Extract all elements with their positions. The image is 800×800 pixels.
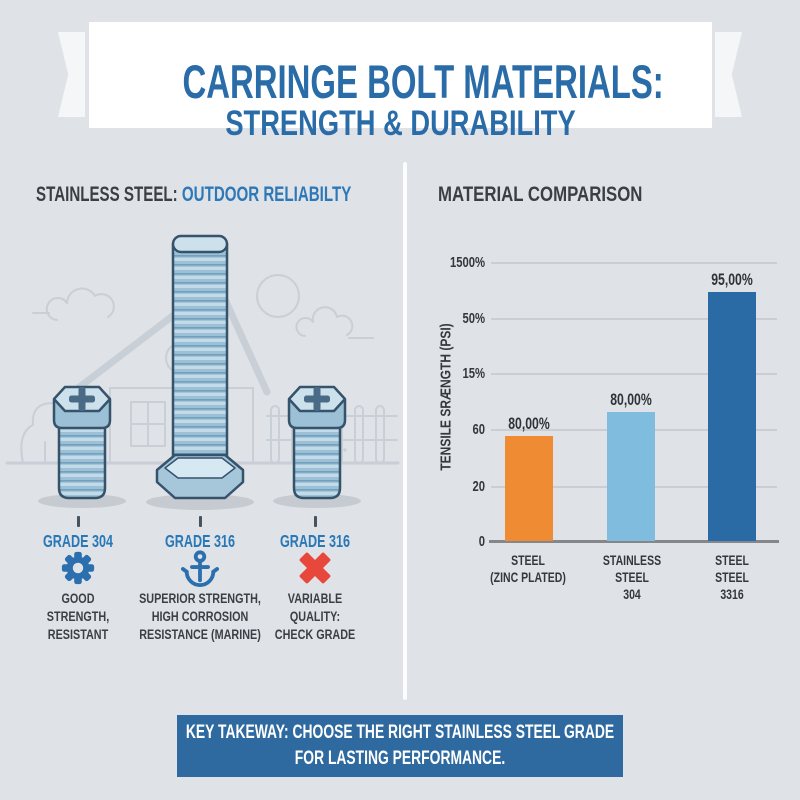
main-subtitle: STRENGTH & DURABILITY — [225, 104, 576, 143]
grade-label-316-a: GRADE 316 — [164, 531, 236, 551]
bar-stainless-304 — [607, 412, 655, 541]
bar-value-label: 80,00% — [508, 414, 550, 433]
y-tick-label: 15% — [462, 365, 485, 382]
x-category-label: STEEL STEEL 3316 — [715, 552, 749, 602]
main-title: CARRINGE BOLT MATERIALS: — [182, 55, 664, 108]
heading-outdoor-reliability: OUTDOOR RELIABILTY — [181, 183, 352, 206]
pointer-line-3 — [314, 516, 317, 527]
title-banner: CARRINGE BOLT MATERIALS: STRENGTH & DURA… — [89, 22, 712, 143]
y-tick-label: 20 — [472, 478, 485, 495]
x-category-label: STEEL (ZINC PLATED) — [490, 552, 566, 585]
gridline — [491, 373, 777, 375]
x-axis-line — [489, 540, 779, 543]
bar-value-label: 80,00% — [610, 390, 652, 409]
y-tick-label: 60 — [472, 421, 485, 438]
ribbon-tail-right — [715, 32, 742, 117]
pointer-line-2 — [199, 516, 202, 527]
pointer-line-1 — [77, 516, 80, 527]
ribbon-tail-left — [58, 32, 85, 117]
key-takeaway-text: KEY TAKEWAY: CHOOSE THE RIGHT STAINLESS … — [185, 722, 615, 769]
bar-steel-zinc — [505, 436, 553, 541]
desc-grade-316-a: SUPERIOR STRENGTH, HIGH CORROSION RESIST… — [139, 591, 261, 642]
key-takeaway-banner: KEY TAKEWAY: CHOOSE THE RIGHT STAINLESS … — [177, 715, 623, 777]
bolt-grade-304-small — [38, 385, 126, 508]
anchor-icon — [180, 548, 220, 588]
left-section-heading: STAINLESS STEEL: OUTDOOR RELIABILTY — [36, 183, 351, 207]
x-category-label: STAINLESS STEEL 304 — [602, 552, 662, 602]
bar-steel-316 — [708, 292, 756, 541]
grade-label-316-b: GRADE 316 — [279, 531, 351, 551]
grade-label-304: GRADE 304 — [42, 531, 114, 551]
bolt-grade-316-tall — [146, 234, 254, 510]
y-tick-label: 50% — [462, 310, 485, 327]
heading-stainless-steel: STAINLESS STEEL: — [36, 183, 178, 206]
gridline — [491, 262, 777, 264]
x-icon — [295, 548, 335, 588]
y-tick-label: 1500% — [449, 254, 485, 271]
y-tick-label: 0 — [478, 533, 485, 550]
bolt-grade-316-small — [271, 385, 363, 510]
gridline — [491, 318, 777, 320]
gear-icon — [58, 548, 98, 588]
bar-value-label: 95,00% — [711, 270, 753, 289]
desc-grade-304: GOOD STRENGTH, RESISTANT — [46, 591, 110, 642]
bolt-illustration — [5, 234, 400, 510]
panel-divider — [403, 162, 407, 700]
y-axis-title: TENSILE SRÆNGTH (PSI) — [437, 323, 455, 471]
chart-section-heading: MATERIAL COMPARISON — [438, 183, 643, 206]
desc-grade-316-b: VARIABLE QUALITY: CHECK GRADE — [274, 591, 356, 642]
